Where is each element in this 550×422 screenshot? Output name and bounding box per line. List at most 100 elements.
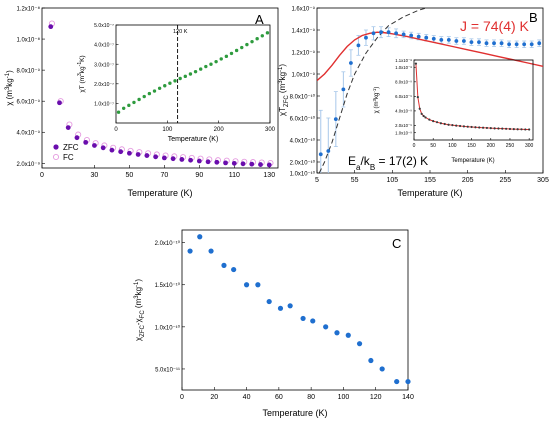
panel-a-inset-point: [178, 76, 182, 81]
zfc-point: [135, 152, 141, 157]
panel-b-inset-fit-curve: [415, 63, 530, 131]
panel-a-inset-xlabel: Temperature (K): [168, 136, 219, 143]
panel-c-point: [187, 248, 193, 254]
panel-c-xtick-label: 40: [243, 394, 251, 401]
panel-b-point: [492, 41, 496, 46]
panel-b-ylabel: χTZFC (m3kg-1): [278, 64, 290, 116]
panel-b-inset-xtick-label: 200: [487, 143, 496, 149]
panel-b-inset-point: [493, 127, 496, 130]
panel-b-point: [507, 42, 511, 47]
panel-a-ytick-label: 6.0x10⁻⁹: [16, 99, 40, 106]
panel-c-point: [208, 248, 214, 254]
panel-c-label: C: [392, 236, 401, 251]
zfc-point: [170, 156, 176, 162]
panel-a-inset-point: [240, 45, 244, 50]
panel-b-ytick-label: 1.0x10⁻⁹: [291, 71, 315, 78]
panel-c-point: [266, 298, 272, 305]
panel-c-xtick-label: 140: [402, 394, 414, 401]
zfc-point: [100, 145, 106, 151]
panel-a-xtick-label: 90: [195, 172, 203, 179]
zfc-point: [118, 149, 124, 155]
panel-a-inset-point: [127, 103, 131, 108]
panel-b-point: [379, 30, 383, 35]
panel-a-xtick-label: 50: [126, 172, 134, 179]
panel-b-point: [529, 42, 534, 47]
panel-b-inset-point: [428, 118, 431, 121]
panel-b-ytick-label: 1.4x10⁻⁹: [291, 27, 315, 34]
panel-b-inset-point: [435, 121, 439, 124]
panel-b-point: [499, 41, 504, 46]
panel-b-xlabel: Temperature (K): [397, 188, 462, 198]
zfc-point: [249, 161, 255, 167]
panel-b-inset-point: [414, 62, 418, 65]
panel-c-point: [368, 357, 374, 364]
panel-b-point: [364, 35, 368, 40]
panel-b-inset-point: [458, 124, 462, 128]
panel-b-point: [454, 39, 459, 43]
panel-b-inset-point: [481, 126, 485, 129]
panel-a-inset-point: [209, 62, 213, 66]
panel-c-plot: 0 20 40 60 80 100 120 140 5.0x10⁻¹¹ 1.0x10⁻¹⁰ 1.5x…: [155, 234, 414, 401]
panel-a-inset-xtick-label: 100: [162, 127, 173, 133]
zfc-point: [214, 159, 220, 165]
panel-a-inset-point: [255, 37, 259, 41]
panel-b-inset: Temperature (K) χ (m3kg-1) 0 50 100 150 200 2…: [372, 58, 534, 164]
panel-b-point: [439, 38, 444, 42]
panel-a-inset-point: [219, 57, 223, 61]
panel-a-inset-point: [193, 69, 198, 74]
panel-a-inset-point: [132, 100, 136, 105]
panel-b-inset-point: [520, 128, 523, 131]
panel-b-inset-point: [418, 107, 421, 110]
panel-a-inset-point: [183, 74, 187, 79]
panel-b-point: [469, 40, 474, 44]
panel-b-point: [446, 38, 451, 42]
panel-b-point: [514, 42, 519, 47]
panel-b-point: [409, 33, 414, 38]
zfc-point: [109, 147, 115, 153]
panel-c-point: [277, 305, 284, 311]
panel-b-inset-point: [455, 124, 458, 127]
panel-b-inset-point: [508, 127, 512, 131]
panel-a-ylabel: χ (m3kg-1): [5, 70, 14, 106]
zfc-point: [144, 153, 150, 158]
panel-b-point: [341, 87, 346, 92]
panel-c-ytick-label: 1.5x10⁻¹⁰: [155, 282, 181, 289]
panel-a-inset-frame: [115, 24, 271, 124]
legend-fc-label: FC: [63, 153, 74, 162]
legend-fc-marker: [52, 153, 60, 161]
panel-b-inset-plot: 0 50 100 150 200 250 300 1.0x10⁻⁹ 2.0x10⁻⁹ 4.0x10…: [395, 58, 533, 149]
panel-c-point: [197, 234, 203, 240]
panel-b-point: [424, 35, 429, 40]
panel-a-xtick-label: 130: [263, 172, 275, 179]
panel-b-inset-ytick-label: 2.0x10⁻⁹: [395, 123, 412, 128]
panel-a-inset-vline-label: 120 K: [173, 29, 188, 35]
panel-a-ytick-label: 1.2x10⁻⁸: [17, 5, 41, 12]
panel-b-xtick-label: 305: [537, 177, 549, 184]
panel-c-point: [255, 282, 261, 288]
panel-a: A Temperature (K) χ (m3kg-1) 0 30 50 70 90 11…: [5, 5, 279, 198]
panel-a-inset-point: [245, 42, 249, 47]
panel-b-xtick-label: 105: [386, 177, 398, 184]
panel-b-ytick-label: 6.0x10⁻¹⁰: [290, 115, 316, 122]
panel-c-point: [394, 378, 400, 385]
panel-c-xtick-label: 20: [210, 394, 218, 401]
zfc-point: [127, 150, 132, 156]
panel-b-inset-point: [505, 127, 508, 130]
zfc-point: [258, 162, 263, 167]
panel-b-inset-point: [420, 112, 423, 115]
panel-c-point: [379, 366, 385, 372]
panel-c-point: [300, 315, 306, 322]
panel-a-xtick-label: 0: [40, 172, 44, 179]
panel-b-inset-frame: [413, 59, 534, 141]
panel-a-inset-point: [229, 51, 234, 56]
legend-zfc-label: ZFC: [63, 143, 79, 152]
zfc-point: [231, 160, 237, 166]
panel-a-inset-point: [163, 84, 167, 88]
panel-a-inset-point: [137, 97, 141, 102]
panel-b-inset-point: [512, 127, 515, 131]
panel-b-point: [326, 149, 331, 153]
panel-a-inset-point: [152, 89, 157, 93]
zfc-point: [205, 159, 211, 165]
panel-b-point: [522, 42, 527, 47]
